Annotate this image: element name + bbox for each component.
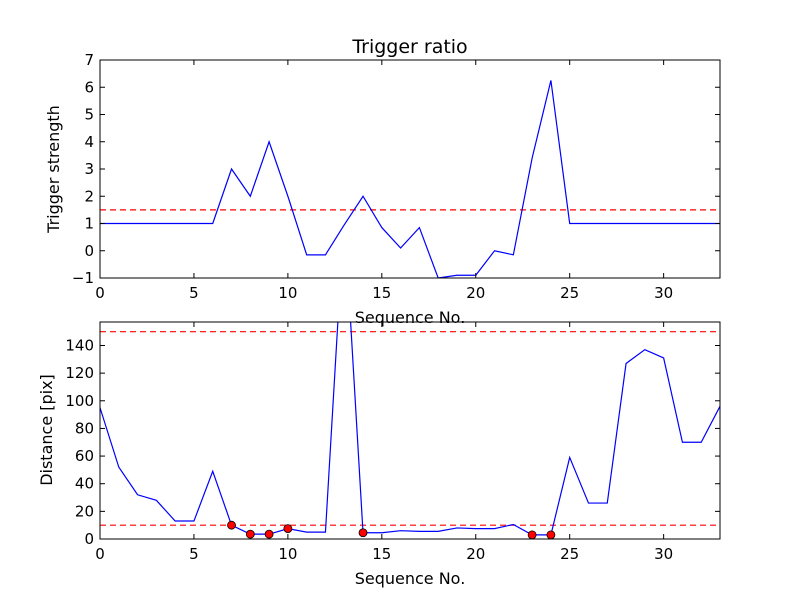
top-x-tick-label: 30 (654, 284, 673, 302)
bottom-marker-point (227, 520, 236, 530)
bottom-x-tick-label: 0 (95, 545, 105, 563)
bottom-x-tick-label: 30 (654, 545, 673, 563)
bottom-y-tick-label: 140 (65, 336, 94, 354)
bottom-marker-point (527, 530, 537, 539)
top-y-tick-label: 7 (84, 51, 94, 69)
bottom-y-tick-label: 0 (84, 530, 94, 548)
bottom-y-tick-label: 120 (65, 364, 94, 382)
top-y-tick-label: 1 (84, 215, 94, 233)
top-y-axis-label: Trigger strength (44, 105, 63, 234)
top-plot-area (100, 80, 720, 278)
top-y-tick-label: 6 (84, 78, 94, 96)
top-x-tick-label: 10 (278, 284, 297, 302)
top-y-tick-label: 5 (84, 106, 94, 124)
bottom-x-tick-label: 15 (372, 545, 391, 563)
bottom-x-tick-label: 10 (278, 545, 297, 563)
top-y-tick-label: 0 (84, 242, 94, 260)
top-y-tick-label: 3 (84, 160, 94, 178)
bottom-y-tick-label: 100 (65, 392, 94, 410)
bottom-marker-point (264, 529, 274, 539)
subplot-distance: 0 5 10 15 20 25 30 0 20 40 60 80 100 120 140 Sequence … (37, 321, 721, 588)
bottom-x-axis-label: Sequence No. (355, 569, 466, 588)
bottom-y-tick-label: 80 (75, 419, 94, 437)
bottom-plot-area (100, 322, 720, 539)
top-y-tick-label: 4 (84, 133, 94, 151)
bottom-y-tick-label: 40 (75, 475, 94, 493)
bottom-y-tick-label: 20 (75, 502, 94, 520)
bottom-axes-frame (99, 321, 721, 540)
top-series-line-0 (100, 80, 720, 278)
top-x-tick-label: 25 (560, 284, 579, 302)
bottom-marker-point (245, 529, 255, 539)
bottom-y-tick-label: 60 (75, 447, 94, 465)
bottom-x-tick-label: 20 (466, 545, 485, 563)
top-y-tick-label: −1 (72, 269, 94, 287)
bottom-x-tick-label: 5 (189, 545, 199, 563)
top-x-tick-label: 0 (95, 284, 105, 302)
top-x-axis-label: Sequence No. (355, 308, 466, 327)
top-chart-title: Trigger ratio (351, 36, 467, 58)
top-x-tick-label: 5 (189, 284, 199, 302)
top-x-tick-label: 15 (372, 284, 391, 302)
top-y-tick-label: 2 (84, 187, 94, 205)
bottom-series-line-0 (100, 322, 720, 536)
bottom-ticks: 0 5 10 15 20 25 30 0 20 40 60 80 100 120 140 (65, 322, 720, 563)
bottom-marker-point (546, 530, 556, 539)
bottom-marker-point (358, 528, 368, 538)
bottom-x-tick-label: 25 (560, 545, 579, 563)
bottom-marker-point (283, 524, 293, 534)
bottom-y-axis-label: Distance [pix] (37, 374, 56, 486)
top-x-tick-label: 20 (466, 284, 485, 302)
